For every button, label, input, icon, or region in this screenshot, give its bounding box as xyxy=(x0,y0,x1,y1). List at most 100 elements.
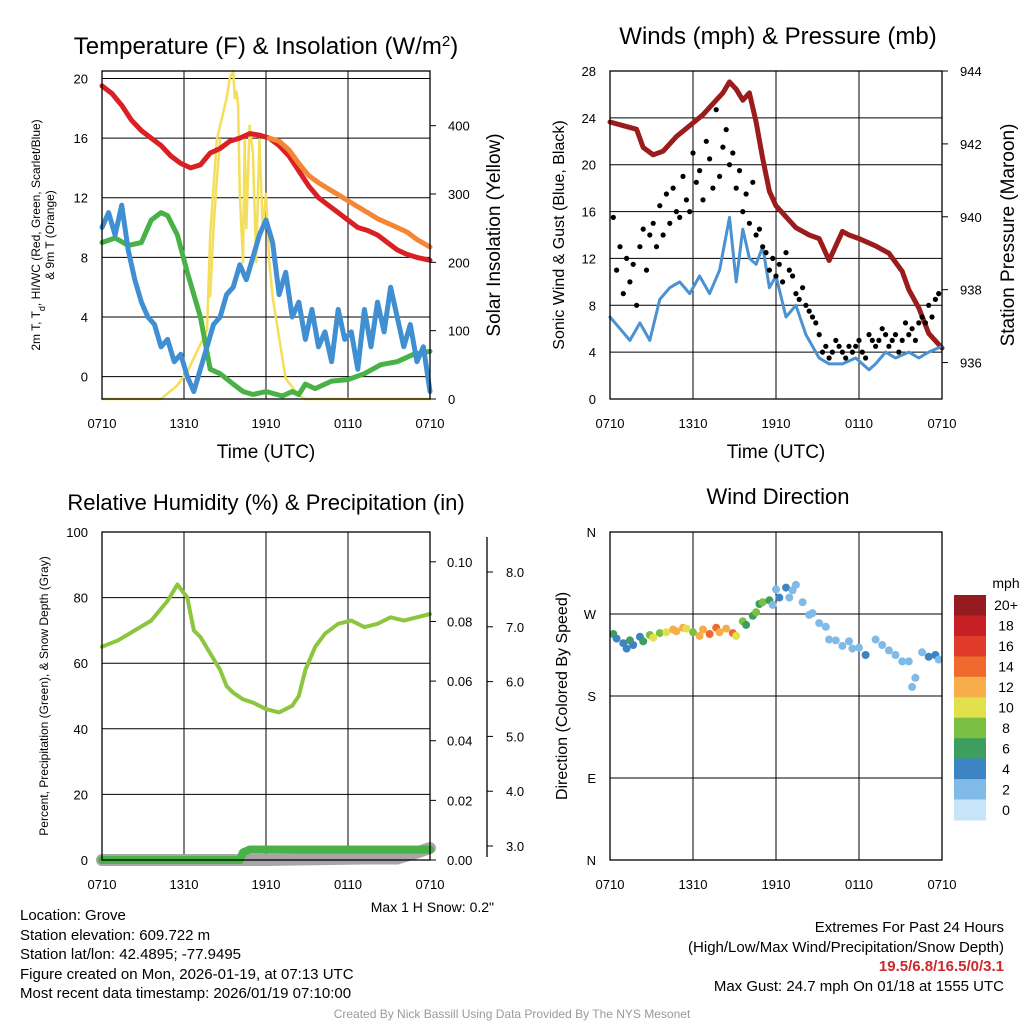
winds-gust-point xyxy=(697,168,703,174)
wdir-xtick-label: 0710 xyxy=(596,877,625,892)
temp-plot-border xyxy=(101,70,431,400)
winds-gust-point xyxy=(750,179,756,185)
colorbar-swatch xyxy=(954,656,986,678)
winds-y2label-text: Station Pressure (Maroon) xyxy=(998,124,1019,347)
winds-gust-point xyxy=(677,214,683,220)
wdir-xtick-label: 0710 xyxy=(928,877,957,892)
temp-ytick-label: 0 xyxy=(81,370,88,385)
winds-ytick-label: 28 xyxy=(582,64,596,79)
winds-gust-point xyxy=(640,226,646,232)
rh-ytick-label: 40 xyxy=(74,722,88,737)
rh-precip-tick-label: 0.10 xyxy=(447,555,472,570)
winds-gust-point xyxy=(773,273,779,279)
temp-series-solar-insolation xyxy=(100,69,432,401)
winds-gust-point xyxy=(896,349,902,355)
colorbar-label: 6 xyxy=(1002,740,1010,756)
rh-precip-tick-label: 0.08 xyxy=(447,614,472,629)
temp-xtick-label: 1310 xyxy=(170,416,199,431)
credit-text: Created By Nick Bassill Using Data Provi… xyxy=(333,1007,691,1021)
wdir-point xyxy=(838,641,847,650)
winds-gust-point xyxy=(796,296,802,302)
temp-ylabel-line1: 2m T, Td, HI/WC (Red, Green, Scarlet/Blu… xyxy=(29,119,47,350)
rh-xtick-label: 1910 xyxy=(252,877,281,892)
winds-gust-point xyxy=(866,332,872,338)
colorbar-label: 8 xyxy=(1002,720,1010,736)
temp-series-hi-wc xyxy=(99,202,433,394)
winds-gust-point xyxy=(740,209,746,215)
winds-gust-point xyxy=(700,197,706,203)
winds-gust-point xyxy=(624,255,630,261)
winds-gust-point xyxy=(902,320,909,326)
wdir-ytick-label: E xyxy=(587,771,596,786)
colorbar-label: 10 xyxy=(998,700,1014,716)
wdir-point xyxy=(629,641,638,649)
winds-gust-point xyxy=(846,343,852,349)
winds-gust-point xyxy=(806,308,812,314)
wdir-point xyxy=(682,624,691,633)
winds-gust-point xyxy=(776,261,782,267)
winds-gust-point xyxy=(763,250,769,256)
winds-gust-point xyxy=(793,291,799,297)
winds-gust-point xyxy=(912,337,919,343)
winds-gust-point xyxy=(843,355,849,361)
temp-ylabel-part: 2m T, T xyxy=(29,310,43,350)
winds-gust-point xyxy=(746,220,753,226)
winds-gust-point xyxy=(756,226,763,232)
wdir-point xyxy=(808,609,817,618)
winds-gust-point xyxy=(710,185,716,191)
rh-ytick-label: 60 xyxy=(74,656,88,671)
winds-gust-point xyxy=(816,332,822,338)
winds-gust-point xyxy=(753,232,759,238)
rh-ytick-label: 80 xyxy=(74,591,88,606)
winds-gust-point xyxy=(856,337,862,343)
wdir-point xyxy=(861,651,870,659)
winds-gust-point xyxy=(620,291,626,297)
wdir-point xyxy=(891,651,900,659)
wdir-point xyxy=(768,600,777,609)
temp-y2label: Solar Insolation (Yellow) xyxy=(484,133,505,336)
winds-series-station-pressure xyxy=(607,79,945,351)
colorbar-label: 16 xyxy=(998,638,1014,654)
extremes-title: Extremes For Past 24 Hours xyxy=(814,919,1004,936)
winds-gust-point xyxy=(790,273,796,279)
winds-gust-point xyxy=(859,349,865,355)
winds-gust-point xyxy=(680,173,686,179)
winds-gust-point xyxy=(683,197,690,203)
winds-y2tick-label: 936 xyxy=(960,356,982,371)
extremes-legend: (High/Low/Max Wind/Precipitation/Snow De… xyxy=(688,938,1004,956)
winds-gust-point xyxy=(922,320,929,326)
winds-gust-point xyxy=(663,191,670,197)
rh-snow-tick-label: 8.0 xyxy=(506,565,524,580)
temp-y2label-text: Solar Insolation (Yellow) xyxy=(484,133,505,336)
wdir-point xyxy=(758,598,767,607)
rh-snow-tick-label: 6.0 xyxy=(506,675,524,690)
winds-gust-point xyxy=(826,355,832,361)
winds-gust-point xyxy=(829,349,836,355)
wdir-xtick-label: 1910 xyxy=(762,877,791,892)
wdir-point xyxy=(732,631,741,640)
colorbar-swatch xyxy=(954,595,986,616)
winds-xtick-label: 1910 xyxy=(762,416,791,431)
winds-series-sonic-wind xyxy=(608,215,944,372)
temp-xlabel: Time (UTC) xyxy=(217,442,316,463)
wdir-point xyxy=(639,637,648,646)
winds-gust-point xyxy=(766,267,773,273)
winds-gust-point xyxy=(839,349,846,355)
temp-y2tick-label: 0 xyxy=(448,392,455,407)
winds-gust-point xyxy=(899,337,905,343)
wdir-point xyxy=(821,622,830,631)
wdir-point xyxy=(848,644,857,653)
colorbar-label: 2 xyxy=(1002,781,1010,797)
winds-gust-point xyxy=(703,138,709,144)
rh-series-relative-humidity xyxy=(100,582,432,715)
created-text: Figure created on Mon, 2026-01-19, at 07… xyxy=(20,965,354,983)
temp-ytick-label: 12 xyxy=(74,191,88,206)
wdir-ytick-label: N xyxy=(587,853,596,868)
winds-gust-point xyxy=(687,209,693,215)
winds-ytick-label: 0 xyxy=(589,392,596,407)
wdir-ytick-label: W xyxy=(584,607,597,622)
temp-title: Temperature (F) & Insolation (W/m2) xyxy=(74,33,458,61)
wdir-point xyxy=(612,634,621,643)
rh-ytick-label: 100 xyxy=(66,525,88,540)
wdir-point xyxy=(782,583,790,592)
